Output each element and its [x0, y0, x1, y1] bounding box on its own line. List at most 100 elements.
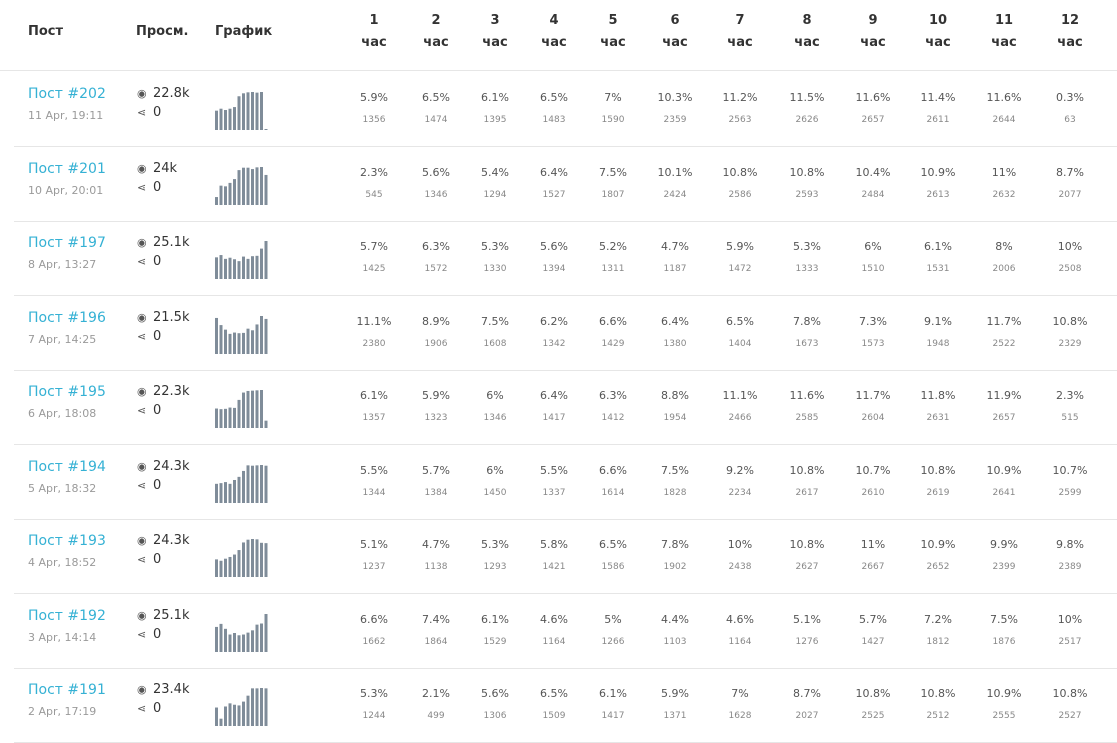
hour-1-percent: 5.5% [360, 463, 388, 477]
hour-11-percent: 11.9% [986, 389, 1022, 402]
hour-2-percent: 6.5% [422, 91, 450, 104]
hour-5-count: 1590 [601, 115, 625, 125]
shares-value: 0 [153, 328, 162, 344]
hour-12-count: 63 [1064, 115, 1076, 125]
share-icon: ⋖ [137, 702, 147, 715]
views-sparkline [215, 464, 268, 503]
hour-3-percent: 6.1% [481, 91, 509, 104]
hour-6-count: 1103 [663, 636, 687, 647]
sparkline-bar [242, 256, 245, 279]
sparkline-bar [264, 543, 268, 577]
hour-6-count: 1371 [663, 711, 687, 721]
post-link[interactable]: Пост #192 [28, 607, 106, 624]
post-date: 4 Apr, 18:52 [28, 556, 97, 569]
hour-unit: час [482, 35, 508, 50]
views-count: ◉ 22.3k [137, 384, 189, 399]
sparkline-bar [242, 167, 245, 205]
hour-6-percent: 4.4% [661, 612, 689, 626]
hour-6-count: 1828 [663, 487, 687, 498]
sparkline-bar [251, 465, 254, 503]
sparkline-bar [224, 329, 227, 354]
sparkline-bar [224, 628, 227, 652]
post-link[interactable]: Пост #201 [28, 160, 106, 177]
views-sparkline [215, 539, 268, 577]
hour-2-count: 1384 [424, 487, 448, 498]
hour-3-count: 1395 [483, 115, 507, 125]
col-views-header[interactable]: Просм. [136, 24, 189, 39]
hour-6-count: 1187 [663, 264, 687, 274]
hour-2-percent: 6.3% [422, 240, 450, 253]
hour-12-percent: 10.8% [1052, 314, 1088, 328]
views-value: 22.8k [153, 86, 190, 101]
hour-10-percent: 10.8% [920, 687, 956, 700]
table-header: Пост Просм. График 1 час 2 час 3 час 4 час 5 час 6… [0, 0, 1117, 71]
col-hour-10-header: 10 час [908, 10, 968, 54]
eye-icon: ◉ [137, 534, 147, 547]
sparkline-bar [260, 623, 263, 652]
hour-8-count: 1673 [795, 338, 819, 349]
col-hour-1-header: 1 час [344, 10, 404, 54]
hour-3-count: 1450 [483, 487, 507, 498]
hour-3-percent: 6% [486, 389, 504, 402]
sparkline-bar [228, 634, 232, 652]
hour-7-percent: 10.8% [722, 165, 758, 179]
hour-10-count: 1812 [926, 636, 950, 647]
hour-1-percent: 11.1% [356, 314, 392, 328]
post-link[interactable]: Пост #194 [28, 458, 106, 475]
hour-4-count: 1527 [542, 189, 566, 200]
hour-6-percent: 10.3% [657, 91, 693, 104]
post-link[interactable]: Пост #197 [28, 235, 106, 251]
hour-4-percent: 6.2% [540, 314, 568, 328]
sparkline-bar [228, 703, 232, 726]
hour-5-count: 1311 [601, 264, 625, 274]
sparkline-bar [260, 248, 263, 279]
sparkline-bar [251, 539, 254, 577]
hour-4-percent: 4.6% [540, 612, 568, 626]
hour-2-count: 1474 [424, 115, 448, 125]
hour-10-count: 2652 [926, 562, 950, 572]
hour-5-count: 1586 [601, 562, 625, 572]
hour-10-count: 2631 [926, 413, 950, 423]
post-link[interactable]: Пост #196 [28, 309, 106, 326]
hour-5-count: 1614 [601, 487, 625, 498]
hour-number: 7 [735, 13, 745, 28]
share-icon: ⋖ [137, 255, 147, 268]
post-link[interactable]: Пост #193 [28, 533, 106, 549]
hour-9-percent: 11.6% [855, 91, 891, 104]
post-link[interactable]: Пост #191 [28, 682, 106, 698]
hour-1-count: 545 [365, 189, 383, 200]
share-icon: ⋖ [137, 553, 147, 566]
table-row: Пост #197 8 Apr, 13:27 ◉ 25.1k ⋖ 0 5.7% 1425 6.3… [14, 221, 1117, 296]
sparkline-bar [246, 92, 250, 130]
sparkline-bar [242, 634, 245, 652]
post-date: 2 Apr, 17:19 [28, 705, 97, 718]
hour-10-percent: 10.9% [920, 538, 956, 551]
hour-2-percent: 5.7% [422, 463, 450, 477]
hour-2-count: 1906 [424, 338, 448, 349]
table-row: Пост #201 10 Apr, 20:01 ◉ 24k ⋖ 0 2.3% 545 5.6% 1… [14, 147, 1117, 222]
col-hour-2-header: 2 час [406, 10, 466, 54]
hour-8-percent: 10.8% [789, 463, 825, 477]
hour-number: 2 [431, 13, 441, 28]
sparkline-bar [219, 623, 223, 652]
hour-9-percent: 10.7% [855, 463, 891, 477]
hour-4-count: 1421 [542, 562, 566, 572]
sparkline-bar [219, 324, 223, 354]
sparkline-bar [264, 129, 268, 130]
table-row: Пост #192 3 Apr, 14:14 ◉ 25.1k ⋖ 0 6.6% 1662 7.4… [14, 594, 1117, 669]
sparkline-bar [255, 166, 259, 205]
sparkline-bar [260, 315, 263, 354]
hour-7-percent: 11.2% [722, 91, 758, 104]
hour-11-count: 2522 [992, 338, 1016, 349]
shares-count: ⋖ 0 [137, 180, 161, 195]
col-post-header[interactable]: Пост [28, 24, 64, 39]
sparkline-bar [242, 392, 245, 428]
post-date: 10 Apr, 20:01 [28, 183, 104, 197]
hour-4-percent: 6.4% [540, 389, 568, 402]
hour-3-percent: 6.1% [481, 612, 509, 626]
post-link[interactable]: Пост #195 [28, 384, 106, 400]
sparkline-bar [246, 328, 250, 354]
views-sparkline [215, 315, 268, 354]
hour-4-count: 1483 [542, 115, 566, 125]
post-link[interactable]: Пост #202 [28, 86, 106, 102]
